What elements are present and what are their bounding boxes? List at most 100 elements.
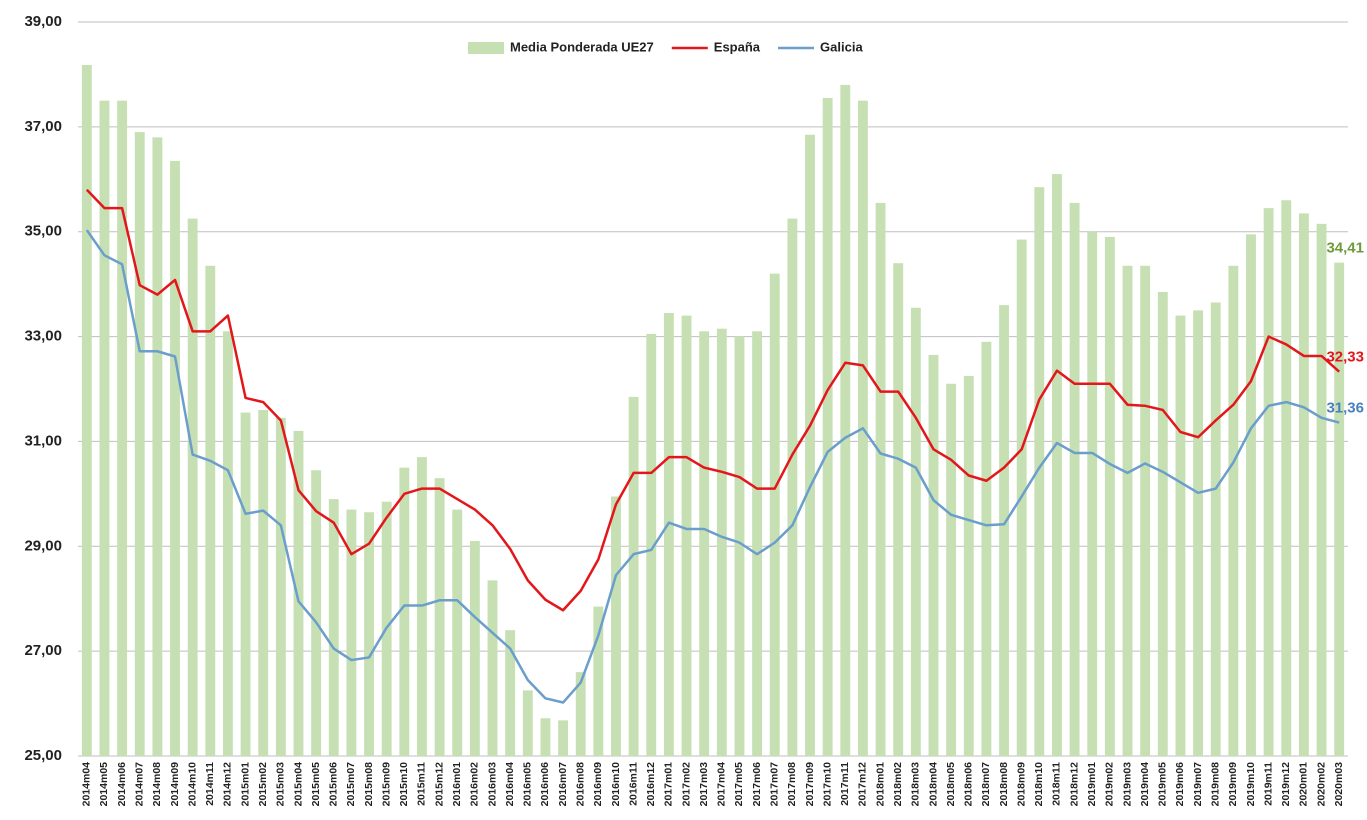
x-tick-label: 2014m12: [222, 762, 234, 807]
bar: [628, 396, 639, 756]
x-tick-label: 2015m09: [380, 762, 392, 807]
bar: [1140, 265, 1151, 756]
bar: [328, 499, 339, 756]
x-tick-label: 2019m06: [1174, 762, 1186, 807]
legend-label: Media Ponderada UE27: [510, 39, 654, 54]
bar: [346, 509, 357, 756]
x-tick-label: 2017m07: [769, 762, 781, 807]
x-tick-label: 2016m06: [539, 762, 551, 807]
bar: [505, 630, 516, 756]
bar: [1052, 174, 1062, 757]
bar: [170, 160, 180, 756]
x-tick-label: 2015m01: [239, 762, 251, 807]
bar: [681, 315, 692, 756]
x-tick-label: 2018m09: [1015, 762, 1027, 807]
x-tick-label: 2018m05: [945, 762, 957, 807]
data-label: 34,41: [1326, 240, 1364, 257]
x-tick-label: 2019m05: [1157, 762, 1169, 807]
data-label: 32,33: [1326, 349, 1364, 366]
x-tick-label: 2017m03: [698, 762, 710, 807]
bar: [981, 341, 992, 756]
x-tick-label: 2014m09: [169, 762, 181, 807]
x-tick-label: 2018m08: [998, 762, 1010, 807]
x-tick-label: 2017m05: [733, 762, 745, 807]
x-tick-label: 2017m04: [716, 762, 728, 807]
x-tick-label: 2015m02: [257, 762, 269, 807]
bar: [1298, 213, 1309, 757]
y-tick-label: 35,00: [24, 223, 62, 240]
x-tick-label: 2019m10: [1245, 762, 1257, 807]
bar: [1034, 187, 1045, 756]
bar: [152, 137, 163, 757]
x-tick-label: 2014m06: [116, 762, 128, 807]
x-tick-label: 2014m07: [134, 762, 146, 807]
x-tick-label: 2018m11: [1051, 762, 1063, 806]
x-tick-label: 2019m01: [1086, 762, 1098, 807]
bar: [752, 331, 763, 756]
x-tick-label: 2016m07: [557, 762, 569, 807]
y-tick-label: 39,00: [24, 13, 62, 30]
x-tick-label: 2017m09: [804, 762, 816, 807]
bar: [522, 690, 533, 756]
bar: [1157, 292, 1168, 756]
bar: [1069, 202, 1080, 757]
x-tick-label: 2017m02: [680, 762, 692, 807]
x-tick-label: 2015m04: [292, 762, 304, 807]
x-tick-label: 2019m11: [1262, 762, 1274, 806]
bar: [646, 333, 657, 756]
bar: [769, 273, 780, 756]
bar: [893, 263, 904, 756]
bar: [540, 718, 551, 756]
x-tick-label: 2014m05: [98, 762, 110, 807]
x-tick-label: 2018m02: [892, 762, 904, 807]
bar: [364, 512, 374, 756]
bar: [963, 375, 974, 756]
bar: [399, 467, 410, 756]
x-tick-label: 2016m11: [627, 762, 639, 806]
bar: [840, 84, 851, 756]
bar: [611, 496, 621, 756]
bar: [187, 218, 198, 756]
bar: [258, 409, 269, 756]
x-tick-label: 2019m09: [1227, 762, 1239, 807]
x-tick-label: 2016m02: [469, 762, 481, 807]
x-tick-label: 2019m12: [1280, 762, 1292, 807]
bar: [575, 672, 586, 756]
bar: [946, 383, 957, 756]
bar: [1175, 315, 1186, 756]
x-tick-label: 2018m06: [963, 762, 975, 807]
bar: [1281, 200, 1292, 756]
bar: [663, 312, 674, 756]
bar: [1334, 262, 1345, 756]
bar: [1316, 223, 1327, 757]
x-tick-label: 2016m08: [574, 762, 586, 807]
bar: [1087, 231, 1098, 756]
bar: [1210, 302, 1221, 756]
x-tick-label: 2019m03: [1121, 762, 1133, 807]
bar: [81, 64, 92, 756]
line: [85, 188, 1341, 612]
x-tick-label: 2015m03: [275, 762, 287, 807]
bar: [240, 412, 251, 756]
data-label: 31,36: [1326, 400, 1364, 417]
x-tick-label: 2015m10: [398, 762, 410, 807]
bar: [311, 470, 322, 756]
x-tick-label: 2017m11: [839, 762, 851, 806]
bar: [787, 218, 798, 756]
bar: [910, 307, 921, 756]
bar: [99, 100, 110, 756]
bar: [117, 100, 128, 756]
line: [85, 229, 1340, 704]
bar: [434, 478, 445, 756]
x-tick-label: 2018m04: [927, 762, 939, 807]
bar: [593, 606, 604, 756]
x-tick-label: 2020m02: [1315, 762, 1327, 807]
bar: [734, 336, 745, 756]
x-tick-label: 2019m07: [1192, 762, 1204, 807]
x-tick-label: 2019m02: [1104, 762, 1116, 807]
x-tick-label: 2018m12: [1068, 762, 1080, 807]
bar: [487, 580, 498, 756]
bar: [805, 134, 815, 756]
y-tick-label: 33,00: [24, 328, 62, 345]
bar: [1104, 236, 1115, 756]
